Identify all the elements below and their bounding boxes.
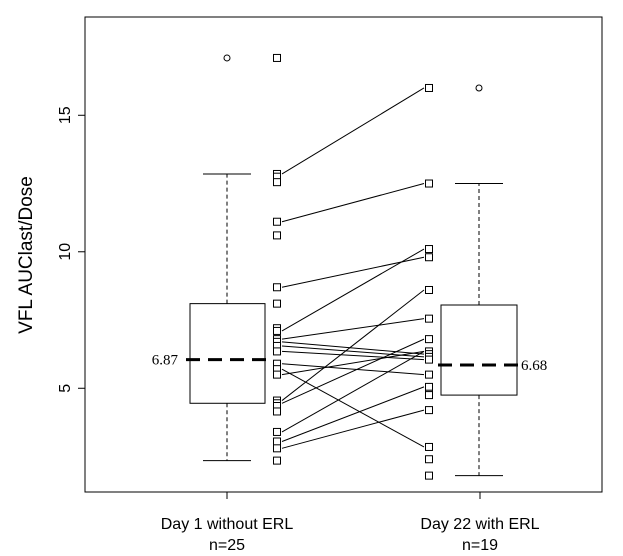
outlier-point [223,54,231,62]
mean-label: 6.87 [152,353,179,369]
outlier-point [475,84,483,92]
y-tick-label: 10 [57,243,74,261]
boxes: 6.87 6.68 [152,54,547,477]
y-axis-label: VFL AUClast/Dose [16,176,37,334]
paired-line [281,409,425,449]
paired-line [281,368,425,448]
paired-line [281,350,425,361]
paired-line [281,350,425,433]
data-point [273,326,281,335]
y-tick-label: 15 [57,106,74,124]
data-point [273,437,281,446]
data-point [425,285,433,294]
paired-line [281,338,425,404]
paired-line [281,363,425,376]
box-iqr [189,303,266,404]
x-tick-sublabel: n=25 [209,537,245,554]
data-point [425,314,433,323]
paired-lines [281,87,425,449]
paired-line [281,87,425,175]
box-iqr [440,304,518,396]
paired-line [281,350,425,376]
paired-line [281,248,425,332]
data-point [425,335,433,344]
data-point [425,83,433,92]
data-point [273,283,281,292]
y-tick-label: 5 [57,384,74,393]
data-point [273,427,281,436]
data-point [273,217,281,226]
paired-line [281,183,425,223]
data-point [425,253,433,262]
data-point [425,471,433,480]
data-point [273,370,281,379]
data-point [273,444,281,453]
paired-line [281,289,425,401]
mean-label: 6.68 [521,358,547,374]
paired-line [281,341,425,355]
data-point [273,53,281,62]
plot-frame [84,16,603,493]
data-point [273,178,281,187]
y-axis: 5 10 15 [57,106,86,393]
data-point [425,442,433,451]
data-points [273,53,433,480]
paired-line [281,318,425,340]
paired-line [281,386,425,442]
data-point [425,245,433,254]
data-point [425,370,433,379]
data-point [425,179,433,188]
x-axis-labels: Day 1 without ERL n=25 Day 22 with ERL n=19 [161,492,540,554]
data-point [425,355,433,364]
x-tick-label: Day 22 with ERL [420,516,539,533]
x-tick-label: Day 1 without ERL [161,516,294,533]
data-point [273,456,281,465]
data-point [425,406,433,415]
data-point [273,299,281,308]
data-point [425,382,433,391]
data-point [425,455,433,464]
data-point [273,347,281,356]
data-point [273,231,281,240]
x-tick-sublabel: n=19 [462,537,498,554]
data-point [425,391,433,400]
data-point [273,407,281,416]
